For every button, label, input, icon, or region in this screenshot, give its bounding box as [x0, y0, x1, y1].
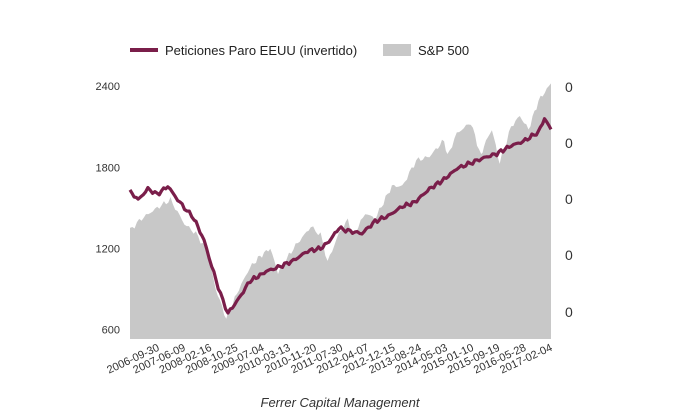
right-axis-tick-label: 0: [565, 135, 573, 151]
left-axis-tick-label: 1200: [96, 243, 120, 255]
right-axis-tick-label: 0: [565, 247, 573, 263]
left-axis-tick-label: 600: [102, 325, 120, 337]
right-axis-tick-label: 0: [565, 304, 573, 320]
right-axis: 0 0 0 0 0: [565, 79, 573, 320]
legend-label-sp500: S&P 500: [418, 43, 469, 58]
chart-caption: Ferrer Capital Management: [261, 395, 421, 410]
legend: Peticiones Paro EEUU (invertido) S&P 500: [130, 43, 469, 58]
right-axis-tick-label: 0: [565, 191, 573, 207]
left-axis-tick-label: 2400: [96, 81, 120, 93]
unemployment-claims-line: [128, 117, 553, 315]
sp500-area: [130, 83, 551, 340]
left-axis-tick-label: 1800: [96, 162, 120, 174]
legend-swatch-area: [383, 44, 411, 56]
legend-label-unemployment: Peticiones Paro EEUU (invertido): [165, 43, 357, 58]
left-axis: 2400 1800 1200 600: [96, 81, 120, 336]
x-axis: 2006-09-302007-06-092008-02-162008-10-25…: [105, 342, 554, 377]
plot-area: [128, 83, 553, 340]
right-axis-tick-label: 0: [565, 79, 573, 95]
